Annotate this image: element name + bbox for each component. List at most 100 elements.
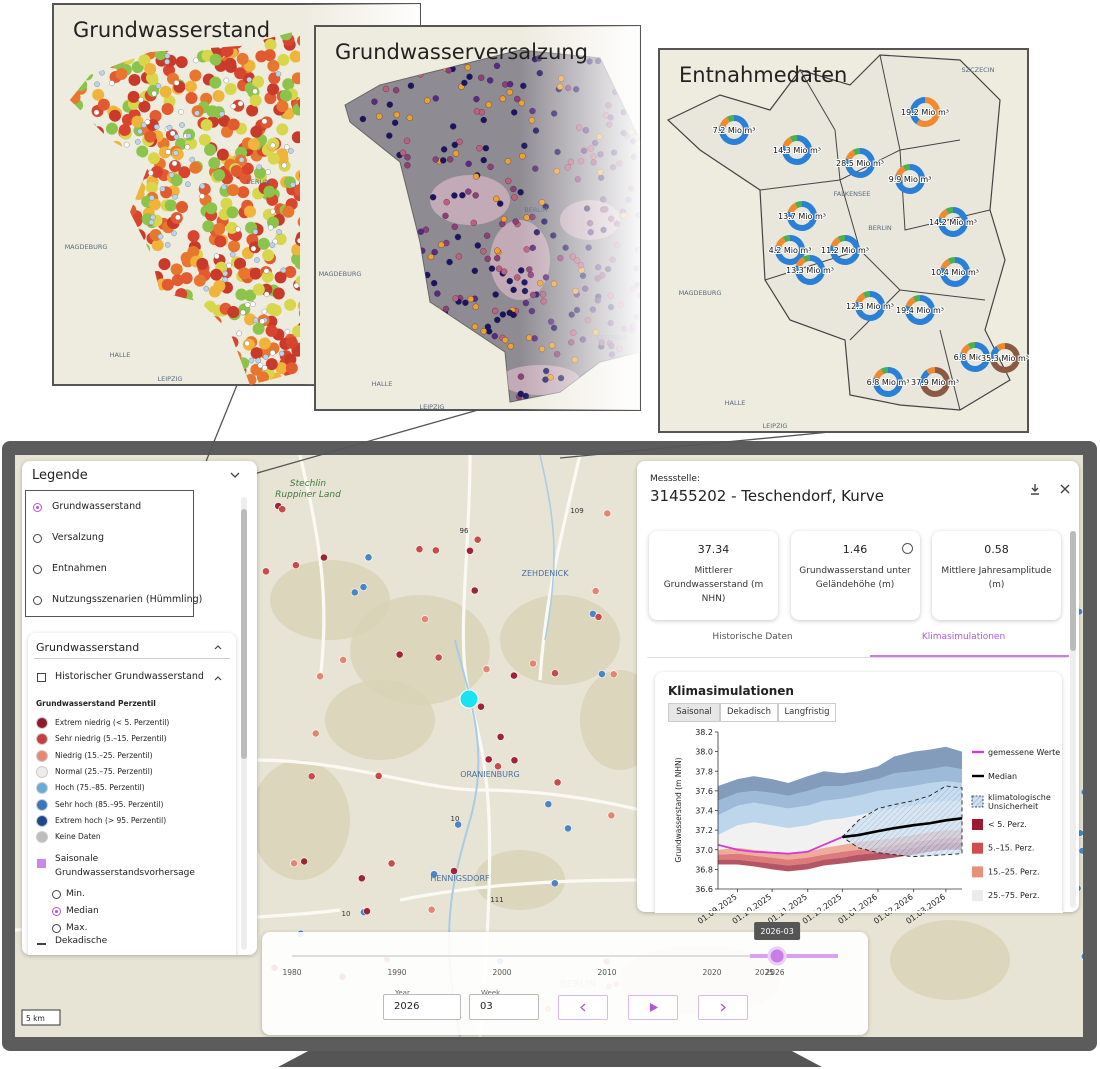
scrollbar-thumb[interactable] [1070, 531, 1076, 651]
chart-tab[interactable]: Langfristig [778, 703, 836, 722]
checkbox[interactable] [37, 859, 46, 868]
station-dot[interactable] [291, 561, 300, 570]
station-dot[interactable] [609, 670, 618, 679]
station-dot [235, 226, 241, 233]
station-dot[interactable] [544, 800, 553, 809]
station-dot [250, 245, 257, 252]
tab[interactable]: Historische Daten [712, 632, 793, 642]
station-dot[interactable] [607, 811, 616, 820]
station-dot[interactable] [434, 653, 443, 662]
station-dot[interactable] [529, 659, 537, 668]
layer-option[interactable]: Grundwasserstand [52, 501, 142, 512]
station-dot[interactable] [454, 820, 463, 829]
forecast-option[interactable]: Max. [66, 923, 88, 933]
station-dot[interactable] [374, 772, 383, 780]
station-dot[interactable] [430, 870, 438, 879]
forecast-option[interactable]: Min. [66, 889, 85, 899]
radio[interactable] [33, 596, 42, 605]
scrollbar-thumb[interactable] [241, 509, 247, 759]
selected-station[interactable] [459, 689, 479, 709]
station-dot[interactable] [1080, 788, 1088, 796]
station-dot[interactable] [363, 907, 371, 916]
station-dot[interactable] [466, 546, 474, 555]
station-dot[interactable] [496, 732, 505, 741]
chart-tab[interactable]: Dekadisch [720, 703, 778, 722]
radio[interactable] [33, 534, 42, 543]
station-dot [252, 229, 259, 235]
station-dot[interactable] [278, 505, 287, 514]
station-dot[interactable] [307, 772, 316, 781]
checkbox[interactable] [37, 943, 46, 945]
heat-cell [262, 249, 275, 262]
station-dot[interactable] [594, 613, 603, 621]
station-dot[interactable] [359, 583, 368, 591]
collapse-icon[interactable] [213, 674, 223, 682]
station-dot[interactable] [290, 859, 298, 868]
station-dot[interactable] [339, 656, 348, 664]
station-dot[interactable] [431, 546, 440, 555]
station-dot[interactable] [510, 671, 518, 680]
station-dot[interactable] [484, 755, 493, 764]
station-dot[interactable] [421, 615, 429, 624]
station-dot[interactable] [387, 859, 396, 868]
station-dot[interactable] [550, 879, 559, 888]
station-dot[interactable] [598, 670, 606, 678]
station-dot[interactable] [591, 587, 600, 595]
pie-label: 6.8 Mio m³ [867, 378, 910, 387]
radio[interactable] [33, 503, 42, 512]
layer-option[interactable]: Entnahmen [52, 563, 107, 574]
station-dot [229, 251, 236, 258]
info-icon[interactable] [901, 543, 913, 554]
station-dot[interactable] [482, 665, 491, 674]
close-button[interactable] [1058, 482, 1072, 496]
collapse-icon[interactable] [213, 643, 223, 651]
radio[interactable] [52, 924, 61, 933]
station-dot[interactable] [473, 535, 482, 544]
station-dot[interactable] [1080, 952, 1088, 960]
station-dot[interactable] [395, 650, 404, 659]
station-dot[interactable] [494, 762, 502, 771]
next-button[interactable] [698, 995, 748, 1020]
station-dot[interactable] [553, 778, 562, 787]
station-dot[interactable] [477, 702, 485, 711]
collapse-icon[interactable] [229, 470, 241, 480]
heat-cell [138, 100, 151, 113]
prev-button[interactable] [558, 995, 608, 1020]
station-dot[interactable] [564, 824, 572, 833]
forecast-option[interactable]: Median [66, 906, 99, 916]
station-dot[interactable] [350, 588, 359, 597]
station-dot[interactable] [311, 729, 320, 738]
year-input[interactable]: 2026 [383, 994, 461, 1020]
station-dot [473, 95, 480, 103]
heat-cell [236, 52, 249, 65]
tab[interactable]: Klimasimulationen [921, 632, 1006, 642]
layer-option[interactable]: Versalzung [52, 532, 104, 543]
station-dot[interactable] [551, 669, 559, 678]
play-button[interactable] [628, 995, 678, 1020]
station-dot[interactable] [357, 874, 366, 883]
week-input[interactable]: 03 [469, 994, 539, 1020]
station-dot [140, 122, 147, 128]
chart-tab[interactable]: Saisonal [668, 703, 720, 722]
station-dot[interactable] [300, 857, 309, 866]
station-dot[interactable] [320, 553, 328, 562]
pie-segment [920, 369, 930, 387]
radio[interactable] [52, 890, 61, 899]
station-dot[interactable] [316, 672, 324, 681]
station-dot[interactable] [603, 509, 612, 518]
station-dot[interactable] [415, 545, 424, 554]
station-dot[interactable] [427, 905, 436, 914]
station-dot [278, 350, 285, 357]
station-dot[interactable] [450, 867, 458, 875]
radio[interactable] [52, 907, 61, 916]
download-button[interactable] [1028, 482, 1042, 496]
station-dot [451, 141, 458, 149]
checkbox[interactable] [37, 673, 46, 682]
station-dot[interactable] [470, 586, 479, 595]
station-dot[interactable] [262, 567, 270, 576]
station-dot[interactable] [510, 756, 519, 765]
layer-option[interactable]: Nutzungsszenarien (Hümmling) [52, 594, 203, 605]
radio[interactable] [33, 565, 42, 574]
heat-cell [175, 56, 188, 69]
station-dot[interactable] [364, 553, 373, 562]
